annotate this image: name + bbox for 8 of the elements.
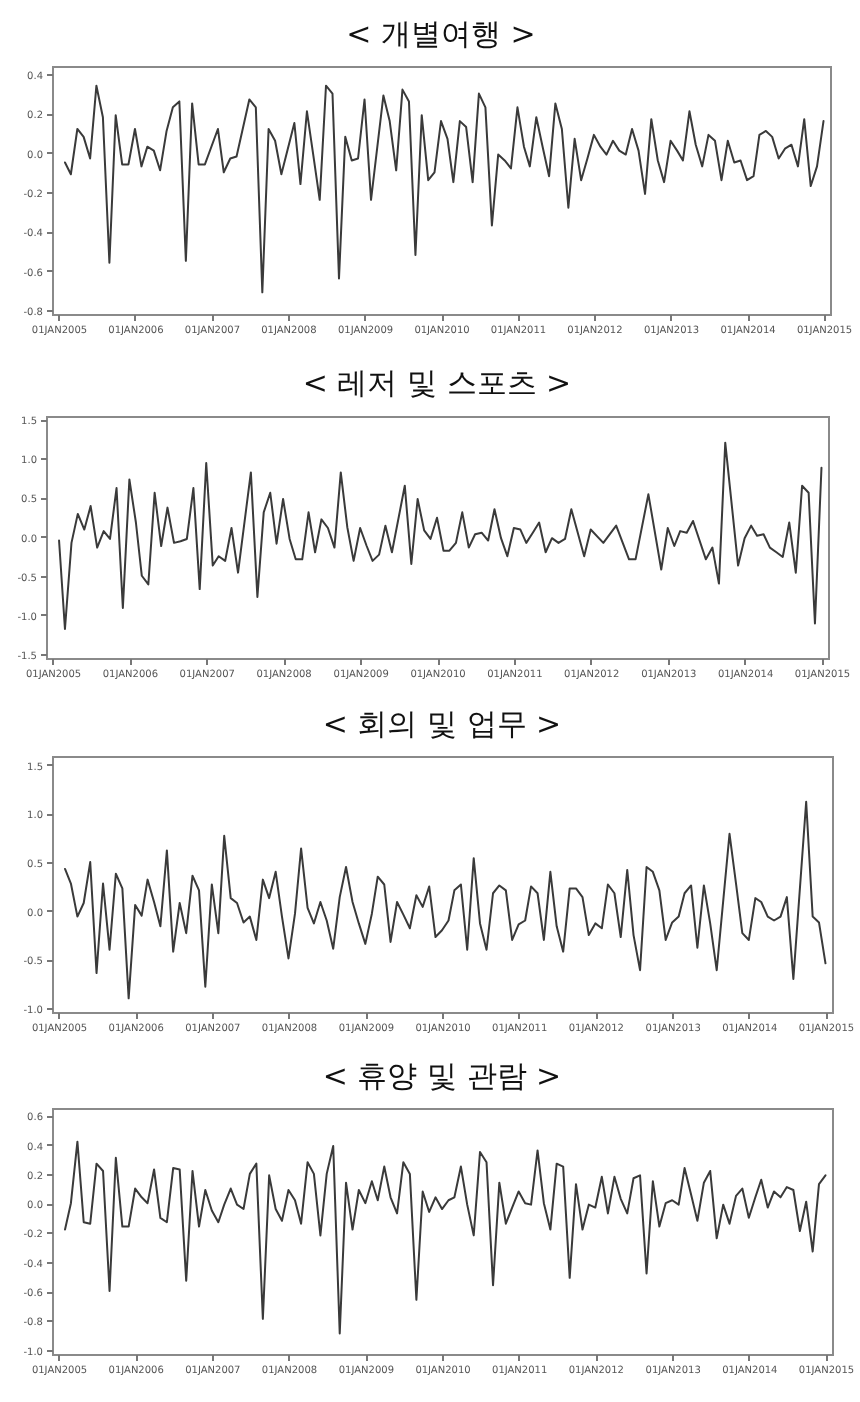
chart-title: < 휴양 및 관람 > [322,1058,562,1094]
line-series [58,441,823,631]
chart-title: < 회의 및 업무 > [322,706,562,742]
chart-title: < 레저 및 스포츠 > [302,365,572,402]
line-series [63,84,825,294]
line-series [64,800,827,1000]
line-series [64,1140,827,1335]
chart-title: < 개별여행 > [346,16,536,52]
